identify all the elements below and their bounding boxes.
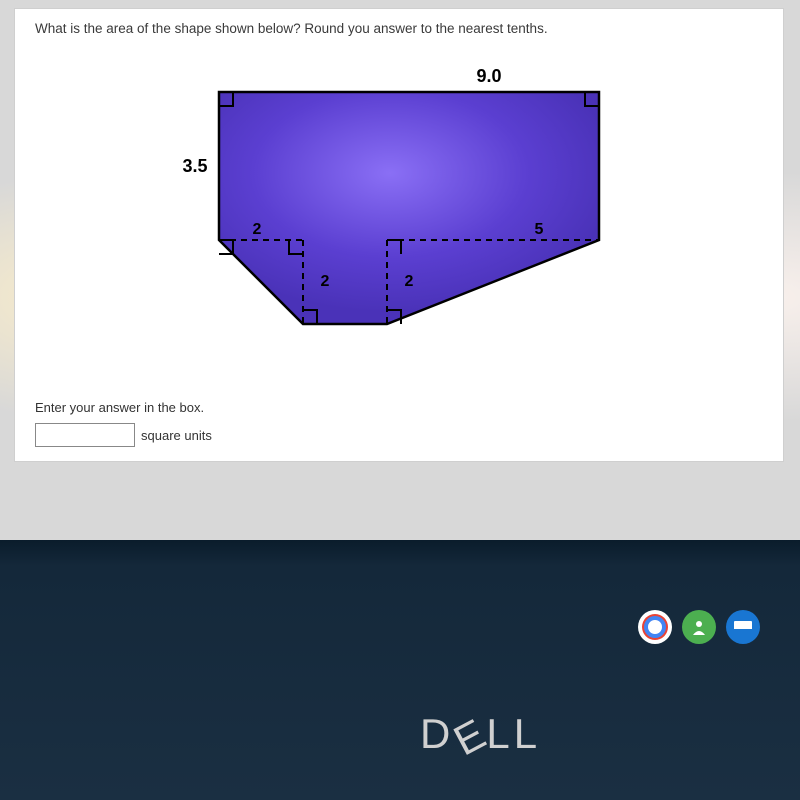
chrome-icon[interactable] (638, 610, 672, 644)
figure-container: 9.0 3.5 2 2 2 5 (35, 52, 763, 372)
answer-row: square units (35, 423, 763, 447)
label-d: 5 (535, 221, 544, 238)
label-a: 2 (253, 221, 262, 238)
screen-area: What is the area of the shape shown belo… (0, 0, 800, 540)
laptop-body (0, 540, 800, 800)
taskbar (638, 610, 760, 644)
question-text: What is the area of the shape shown belo… (35, 21, 763, 36)
answer-input[interactable] (35, 423, 135, 447)
question-card: What is the area of the shape shown belo… (14, 8, 784, 462)
label-c: 2 (405, 273, 414, 290)
label-left: 3.5 (182, 156, 207, 176)
unit-label: square units (141, 428, 212, 443)
dell-logo: DELL (420, 710, 541, 758)
answer-prompt: Enter your answer in the box. (35, 400, 763, 415)
green-app-icon[interactable] (682, 610, 716, 644)
label-top: 9.0 (476, 66, 501, 86)
logo-d: D (420, 710, 454, 757)
geometry-figure: 9.0 3.5 2 2 2 5 (139, 52, 659, 372)
blue-app-icon[interactable] (726, 610, 760, 644)
person-icon (691, 619, 707, 635)
label-b: 2 (321, 273, 330, 290)
tile-icon (734, 621, 752, 633)
logo-l2: L (514, 710, 541, 757)
